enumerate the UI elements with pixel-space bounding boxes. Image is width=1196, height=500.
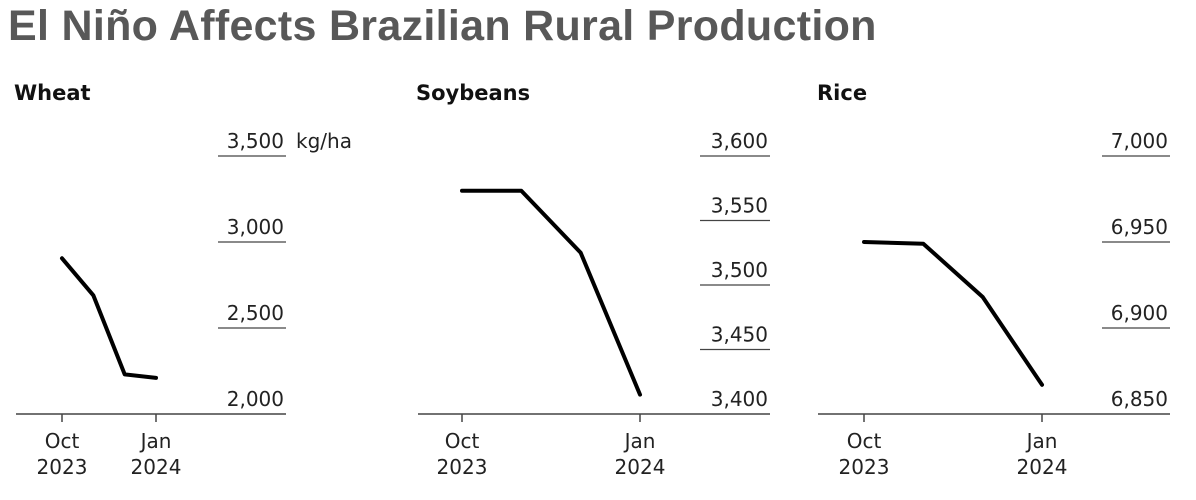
x-tick-label-year: 2024 — [131, 455, 182, 479]
panel-title-soybeans: Soybeans — [416, 81, 530, 105]
x-tick-label-year: 2023 — [437, 455, 488, 479]
y-tick-label: 6,900 — [1111, 301, 1168, 325]
y-tick-label: 3,500 — [711, 258, 768, 282]
x-tick-label-year: 2023 — [37, 455, 88, 479]
chart-panel-soybeans: Soybeans 3,4003,4503,5003,5503,600Oct202… — [416, 81, 770, 479]
panel-title-wheat: Wheat — [14, 81, 91, 105]
y-unit-label: kg/ha — [296, 129, 352, 153]
y-tick-label: 6,950 — [1111, 215, 1168, 239]
x-tick-label: Oct — [847, 429, 882, 453]
x-tick-label-year: 2024 — [615, 455, 666, 479]
y-tick-label: 7,000 — [1111, 129, 1168, 153]
x-tick-label: Jan — [1025, 429, 1058, 453]
panel-title-rice: Rice — [817, 81, 867, 105]
x-tick-label: Oct — [45, 429, 80, 453]
series-line-soybeans — [460, 188, 642, 397]
y-tick-label: 3,550 — [711, 194, 768, 218]
y-tick-label: 6,850 — [1111, 387, 1168, 411]
y-tick-label: 2,500 — [227, 301, 284, 325]
x-tick-label-year: 2024 — [1017, 455, 1068, 479]
y-tick-label: 3,450 — [711, 323, 768, 347]
y-tick-label: 2,000 — [227, 387, 284, 411]
series-line-wheat — [60, 256, 158, 380]
x-tick-label: Oct — [445, 429, 480, 453]
y-tick-label: 3,600 — [711, 129, 768, 153]
y-tick-label: 3,000 — [227, 215, 284, 239]
y-tick-label: 3,400 — [711, 387, 768, 411]
x-tick-label: Jan — [139, 429, 172, 453]
x-tick-label-year: 2023 — [839, 455, 890, 479]
x-tick-label: Jan — [623, 429, 656, 453]
series-line-rice — [862, 240, 1044, 387]
page-title: El Niño Affects Brazilian Rural Producti… — [8, 2, 877, 50]
y-tick-label: 3,500 — [227, 129, 284, 153]
